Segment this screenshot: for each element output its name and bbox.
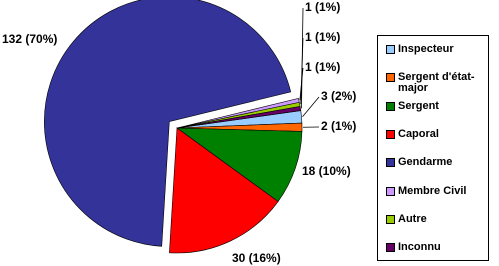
data-label: 1 (1%) [305,60,340,74]
data-label: 132 (70%) [2,32,57,46]
legend-swatch [386,243,395,253]
legend-swatch [386,129,395,139]
data-label: 3 (2%) [321,89,356,103]
data-label: 1 (1%) [305,30,340,44]
legend-swatch [386,214,395,224]
legend-swatch [386,186,395,196]
legend-swatch [386,45,395,54]
legend-label: Autre [398,212,427,225]
legend-label: Gendarme [398,156,453,169]
pie-slice [44,0,292,247]
legend-label: Sergent [398,99,439,112]
data-label: 30 (16%) [232,251,281,265]
data-label: 2 (1%) [321,119,356,133]
data-label: 1 (1%) [305,0,340,14]
pie-slice [169,127,279,254]
legend-swatch [386,73,395,83]
pie-area: 3 (2%) 2 (1%) 18 (10%) 30 (16%) 132 (70%) 1 (… [2,0,356,265]
legend-label: Inspecteur [398,43,454,55]
legend-label: Membre Civil [398,184,467,197]
legend: Inspecteur Sergent d'état-major Sergent Cap… [377,35,489,261]
data-label: 18 (10%) [302,164,351,178]
legend-label: Caporal [398,127,439,140]
legend-label: Sergent d'état-major [398,71,475,95]
legend-label: Inconnu [398,241,441,254]
leader-line [302,96,320,117]
pie-slice [176,106,302,129]
legend-swatch [386,101,395,111]
leader-line [301,7,304,109]
pie-slice [176,127,303,202]
legend-swatch [386,158,395,168]
